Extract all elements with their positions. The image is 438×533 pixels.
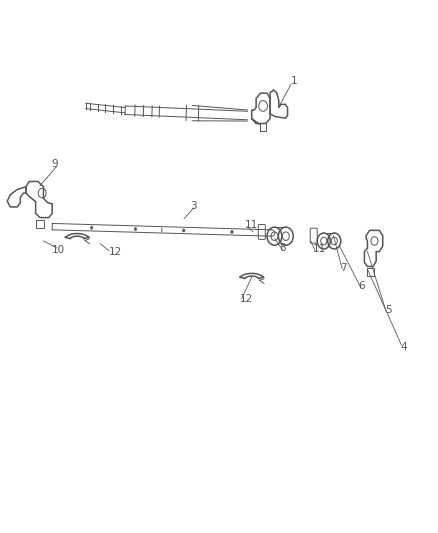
Text: 1: 1 xyxy=(291,77,298,86)
Circle shape xyxy=(182,229,185,232)
Text: 11: 11 xyxy=(244,220,258,230)
Circle shape xyxy=(134,228,137,231)
Text: 9: 9 xyxy=(51,159,57,169)
Bar xyxy=(367,268,374,276)
Text: 11: 11 xyxy=(313,245,326,254)
Circle shape xyxy=(231,230,233,233)
Text: 7: 7 xyxy=(340,263,347,272)
Text: 10: 10 xyxy=(52,245,65,255)
Text: 6: 6 xyxy=(359,281,365,291)
Text: 4: 4 xyxy=(400,342,407,352)
Circle shape xyxy=(90,226,93,229)
Text: 12: 12 xyxy=(240,294,253,304)
Text: 12: 12 xyxy=(109,247,122,256)
Text: 8: 8 xyxy=(279,243,286,253)
Bar xyxy=(36,220,44,228)
Text: 5: 5 xyxy=(385,305,392,315)
Text: 3: 3 xyxy=(191,201,197,212)
